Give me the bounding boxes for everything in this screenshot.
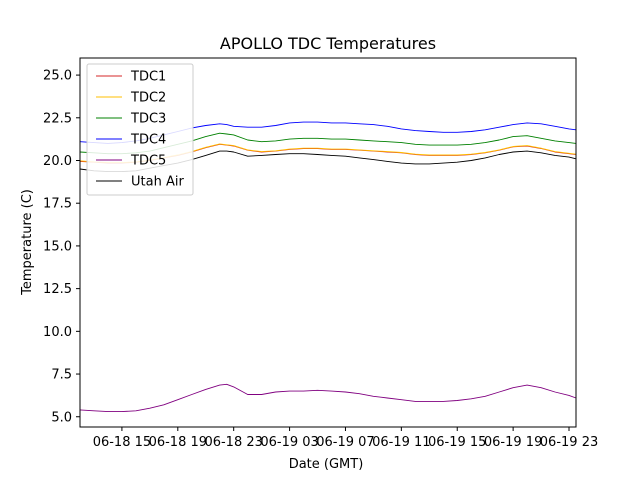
y-tick-label: 5.0 — [51, 410, 72, 425]
x-tick-label: 06-19 07 — [316, 435, 374, 450]
x-tick-label: 06-19 15 — [428, 435, 486, 450]
x-tick-label: 06-19 03 — [260, 435, 318, 450]
x-tick-label: 06-19 23 — [540, 435, 598, 450]
axes-frame — [79, 57, 577, 428]
y-tick-label: 10.0 — [43, 325, 72, 340]
legend-label: TDC2 — [130, 91, 166, 106]
legend-label: TDC3 — [130, 112, 166, 127]
x-tick-label: 06-18 15 — [93, 435, 151, 450]
x-axis-title: Date (GMT) — [289, 457, 364, 472]
x-tick-label: 06-19 19 — [484, 435, 542, 450]
y-axis-title: Temperature (C) — [20, 189, 35, 296]
x-tick-label: 06-19 11 — [372, 435, 430, 450]
y-tick-label: 17.5 — [43, 197, 72, 212]
x-tick-label: 06-18 23 — [204, 435, 262, 450]
chart-title: APOLLO TDC Temperatures — [220, 34, 436, 53]
y-tick-label: 22.5 — [43, 111, 72, 126]
y-tick-label: 12.5 — [43, 282, 72, 297]
legend-label: TDC4 — [130, 133, 166, 148]
legend-label: Utah Air — [131, 175, 184, 190]
y-tick-label: 7.5 — [51, 368, 72, 383]
legend-label: TDC5 — [130, 154, 166, 169]
y-axis: 5.0 7.5 10.0 12.5 15.0 17.5 20.0 22.5 25.0 — [43, 69, 80, 425]
legend: TDC1 TDC2 TDC3 TDC4 TDC5 Utah Air — [86, 63, 194, 196]
series-line-tdc5 — [79, 383, 577, 413]
y-tick-label: 25.0 — [43, 69, 72, 84]
y-tick-label: 15.0 — [43, 239, 72, 254]
x-tick-label: 06-18 19 — [149, 435, 207, 450]
y-tick-label: 20.0 — [43, 154, 72, 169]
legend-label: TDC1 — [130, 70, 166, 85]
